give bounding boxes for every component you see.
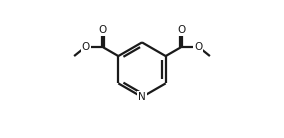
Text: O: O xyxy=(194,42,202,52)
Text: O: O xyxy=(98,25,106,35)
Text: O: O xyxy=(178,25,186,35)
Text: N: N xyxy=(138,92,146,102)
Text: O: O xyxy=(82,42,90,52)
